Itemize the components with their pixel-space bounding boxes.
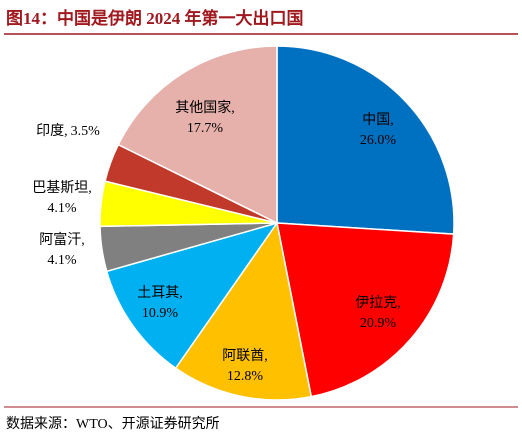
value-label: 4.1% [47,201,77,216]
category-label: 印度, [36,123,68,139]
value-label: 20.9% [360,316,397,331]
slice-label: 印度, 3.5% [36,123,100,139]
category-label: 中国, [362,112,394,128]
value-label: 4.1% [47,253,77,268]
value-label: 3.5% [71,124,101,139]
category-label: 土耳其, [137,285,183,301]
category-label: 伊拉克, [355,295,401,311]
pie-slice [276,222,455,398]
value-label: 17.7% [187,121,224,136]
pie-slice [117,45,278,225]
category-label: 其他国家, [175,99,235,116]
value-label: 10.9% [142,306,179,321]
value-label: 12.8% [227,369,264,384]
pie-slice [276,45,455,235]
value-label: 26.0% [360,133,397,148]
category-label: 阿联酋, [222,347,268,364]
category-label: 巴基斯坦, [32,179,92,196]
source-note: 数据来源：WTO、开源证券研究所 [6,416,220,432]
pie-slice [174,221,313,401]
chart-title: 图14：中国是伊朗 2024 年第一大出口国 [6,8,304,28]
category-label: 阿富汗, [39,231,85,248]
